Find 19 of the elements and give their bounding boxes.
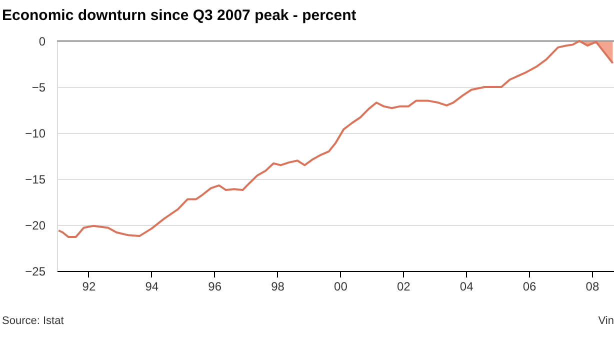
x-tick-label: 04 — [460, 280, 474, 294]
x-tick-label: 06 — [522, 280, 537, 294]
y-tick-label: 0 — [38, 34, 46, 48]
source-note: Source: Istat — [2, 315, 64, 327]
x-tick-label: 00 — [334, 280, 348, 294]
y-tick-label: −20 — [25, 218, 46, 232]
chart-title: Economic downturn since Q3 2007 peak - percent — [2, 7, 356, 24]
y-tick-label: −15 — [25, 172, 46, 186]
line-series — [58, 40, 614, 238]
x-tick-label: 98 — [271, 280, 285, 294]
x-tick-label: 08 — [586, 280, 600, 294]
x-tick-label: 02 — [396, 280, 411, 294]
x-tick-label: 94 — [145, 280, 159, 294]
text: Vin — [598, 315, 614, 327]
x-tick-label: 96 — [208, 280, 222, 294]
y-tick-label: −10 — [25, 126, 46, 140]
y-tick-label: −25 — [25, 264, 46, 278]
x-tick-label: 92 — [82, 280, 96, 294]
y-tick-label: −5 — [32, 80, 46, 94]
